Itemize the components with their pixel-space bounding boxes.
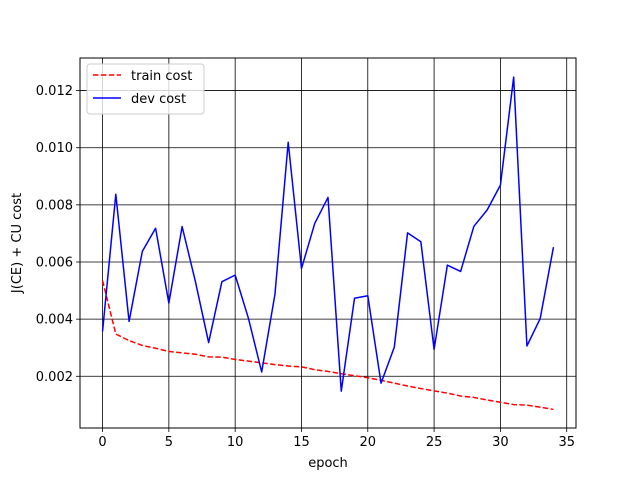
series-line-dev-cost [101, 76, 555, 392]
legend-label-dev-cost: dev cost [131, 92, 186, 107]
x-tick-label: 5 [165, 435, 173, 450]
y-tick-label: 0.012 [36, 84, 73, 99]
x-tick-label: 0 [98, 435, 106, 450]
y-tick-label: 0.002 [36, 370, 73, 385]
x-axis-label: epoch [308, 456, 348, 471]
legend: train cost dev cost [86, 63, 205, 115]
x-tick-label: 30 [492, 435, 509, 450]
x-tick-label: 20 [360, 435, 377, 450]
y-tick-label: 0.004 [36, 313, 73, 328]
y-tick-label: 0.006 [36, 256, 73, 271]
x-tick-label: 25 [426, 435, 443, 450]
y-axis-label: J(CE) + CU cost [10, 193, 25, 294]
plot-series [101, 76, 555, 411]
axes-frame [79, 57, 577, 429]
legend-box [86, 63, 205, 115]
legend-label-train-cost: train cost [131, 69, 192, 84]
grid-lines [80, 58, 576, 428]
y-tick-label: 0.010 [36, 141, 73, 156]
y-tick-label: 0.008 [36, 198, 73, 213]
x-tick-label: 15 [293, 435, 310, 450]
axis-ticks: 0 5 10 15 20 25 30 35 0.002 0.004 0.006 0.008 0.010 0… [36, 84, 575, 450]
x-tick-label: 35 [558, 435, 575, 450]
series-line-train-cost [101, 280, 554, 411]
x-tick-label: 10 [227, 435, 244, 450]
